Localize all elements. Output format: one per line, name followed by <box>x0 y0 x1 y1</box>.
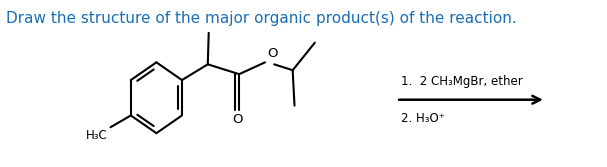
Text: O: O <box>267 47 277 60</box>
Text: 1.  2 CH₃MgBr, ether: 1. 2 CH₃MgBr, ether <box>401 75 523 88</box>
Text: H₃C: H₃C <box>86 129 108 142</box>
Text: O: O <box>232 114 243 126</box>
Text: 2. H₃O⁺: 2. H₃O⁺ <box>401 112 445 125</box>
Text: Draw the structure of the major organic product(s) of the reaction.: Draw the structure of the major organic … <box>6 11 517 26</box>
